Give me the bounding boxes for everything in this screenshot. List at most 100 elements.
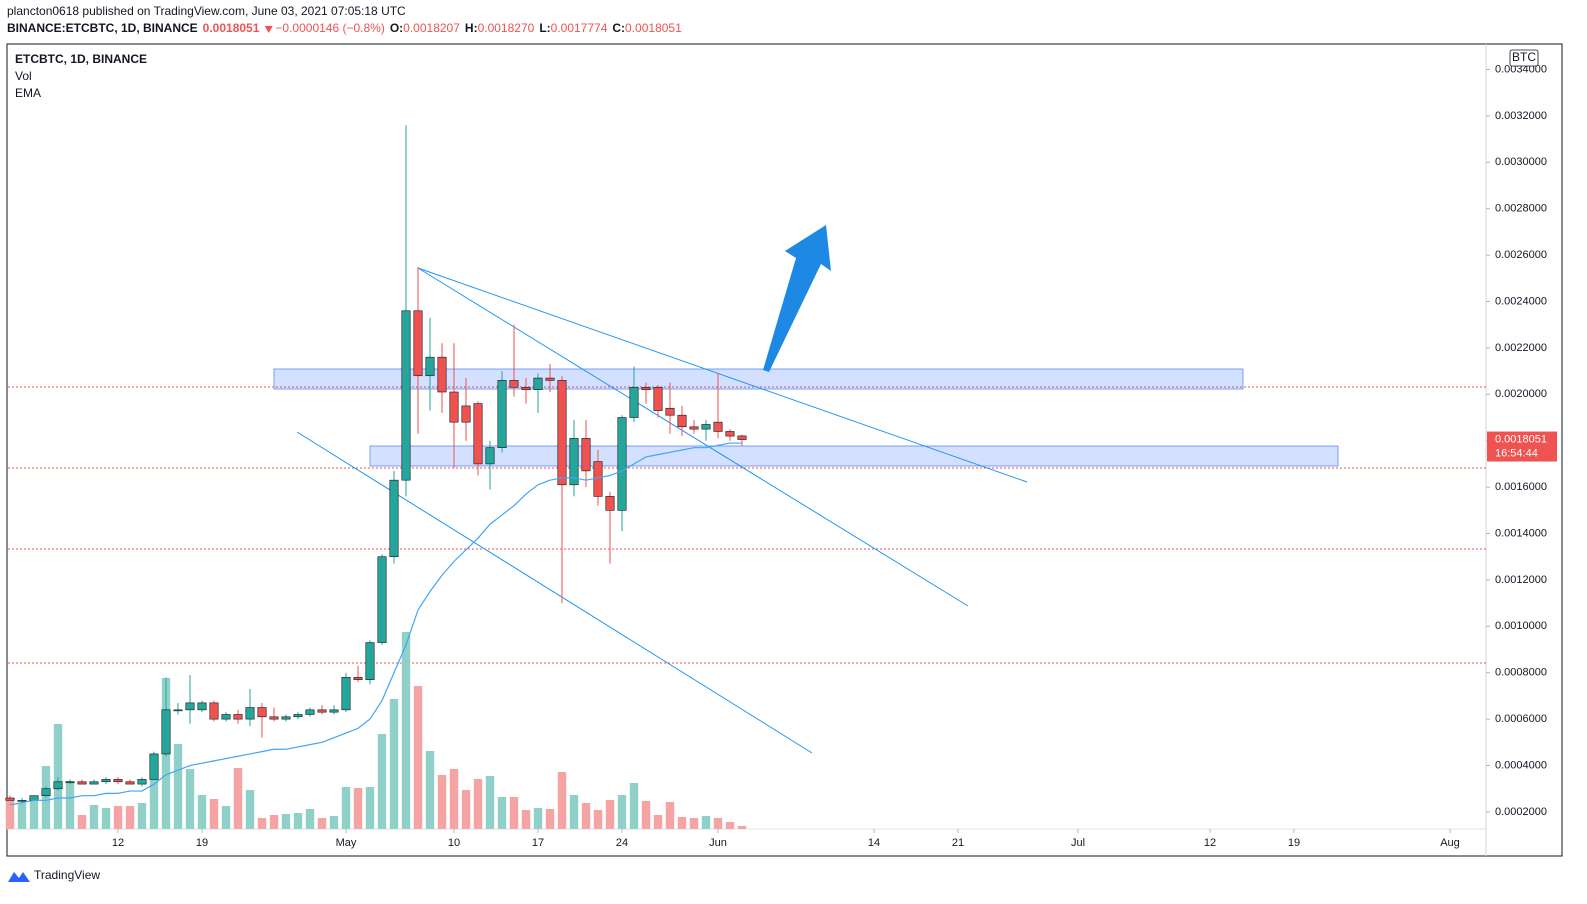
series (5, 125, 747, 829)
candle-body (737, 435, 747, 440)
volume-bar (413, 686, 423, 829)
l-value: 0.0017774 (551, 21, 608, 35)
candle-body (641, 387, 651, 390)
h-value: 0.0018270 (478, 21, 535, 35)
volume-bar (449, 769, 459, 829)
candle-body (341, 677, 351, 711)
price: 0.0018051 (203, 21, 260, 35)
candle-body (461, 405, 471, 423)
candle-body (533, 377, 543, 390)
volume-bar (389, 699, 399, 829)
candle-body (329, 709, 339, 713)
volume-bar (269, 815, 279, 829)
candle-body (365, 642, 375, 680)
volume-bar (29, 797, 39, 829)
candle-body (725, 431, 735, 437)
footer: TradingView (34, 868, 100, 882)
candle-body (401, 310, 411, 481)
legend-symbol: ETCBTC, 1D, BINANCE (15, 52, 147, 66)
volume-bar (545, 809, 555, 829)
candle-body (569, 438, 579, 486)
candle-body (389, 479, 399, 558)
candle-body (197, 702, 207, 711)
y-tick-label: 0.0002000 (1495, 806, 1547, 818)
candle-body (137, 779, 147, 785)
y-tick-label: 0.0024000 (1495, 295, 1547, 307)
x-tick-label: May (336, 837, 357, 849)
candle-body (677, 414, 687, 428)
volume-bar (473, 779, 483, 829)
candle-body (497, 380, 507, 448)
ema-line (9, 442, 742, 806)
volume-bar (521, 810, 531, 829)
volume-bar (221, 806, 231, 829)
o-value: 0.0018207 (403, 21, 460, 35)
symbol: BINANCE:ETCBTC, 1D, BINANCE (7, 21, 198, 35)
volume-bar (185, 769, 195, 829)
volume-bar (437, 775, 447, 829)
candle-body (425, 356, 435, 377)
y-tick-label: 0.0032000 (1495, 110, 1547, 122)
candle-body (485, 447, 495, 465)
down-arrow-icon (264, 26, 273, 33)
currency: BTC (1512, 50, 1536, 64)
x-tick-label: 17 (532, 837, 544, 849)
candle-body (713, 421, 723, 432)
candle-body (101, 779, 111, 783)
volume-bar (245, 790, 255, 829)
frame (6, 43, 1563, 857)
candle-body (185, 702, 195, 711)
y-tick-label: 0.0028000 (1495, 203, 1547, 215)
volume-bar (125, 806, 135, 829)
l-label: L: (539, 21, 550, 35)
volume-bar (197, 795, 207, 829)
y-tick-label: 0.0012000 (1495, 574, 1547, 586)
y-tick-label: 0.0020000 (1495, 388, 1547, 400)
logo (8, 872, 30, 882)
countdown: 16:54:44 (1495, 447, 1538, 459)
y-tick-label: 0.0030000 (1495, 156, 1547, 168)
x-tick-label: 21 (952, 837, 964, 849)
candle-body (473, 403, 483, 465)
symbol-line: BINANCE:ETCBTC, 1D, BINANCE 0.0018051 −0.0… (7, 21, 682, 35)
candle-body (233, 714, 243, 720)
x-tick-label: 12 (112, 837, 124, 849)
y-tick-label: 0.0004000 (1495, 759, 1547, 771)
volume-bar (725, 822, 735, 829)
x-tick-label: 19 (196, 837, 208, 849)
candle-body (437, 356, 447, 393)
candle-body (557, 380, 567, 486)
candle-body (53, 781, 63, 790)
volume-bar (17, 803, 27, 829)
volume-bar (377, 734, 387, 829)
y-tick-label: 0.0026000 (1495, 249, 1547, 261)
volume-bar (617, 795, 627, 829)
volume-bar (137, 803, 147, 829)
candle-body (125, 781, 135, 785)
y-tick-label: 0.0034000 (1495, 63, 1547, 75)
candle-body (281, 716, 291, 720)
candle-body (689, 426, 699, 430)
volume-bar (149, 775, 159, 829)
y-tick-label: 0.0006000 (1495, 713, 1547, 725)
volume-bar (689, 818, 699, 829)
y-tick-label: 0.0010000 (1495, 620, 1547, 632)
candle-body (545, 377, 555, 381)
volume-bar (209, 799, 219, 829)
candle-body (65, 781, 75, 784)
volume-bar (497, 797, 507, 829)
candle-body (221, 714, 231, 720)
candle-body (305, 709, 315, 715)
volume-bar (53, 724, 63, 829)
candle-body (29, 795, 39, 801)
currency-box (1509, 49, 1539, 67)
volume-bar (113, 806, 123, 829)
volume-bar (629, 783, 639, 829)
candle-body (161, 709, 171, 755)
y-tick-label: 0.0008000 (1495, 667, 1547, 679)
volume-bar (569, 795, 579, 829)
x-tick-label: 10 (448, 837, 460, 849)
volume-bar (77, 815, 87, 829)
volume-bar (713, 818, 723, 829)
volume-bar (425, 751, 435, 829)
